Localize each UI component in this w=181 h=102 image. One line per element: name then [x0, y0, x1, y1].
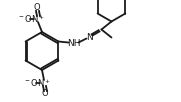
Text: N$^+$: N$^+$ — [37, 77, 51, 89]
Text: $^-$O: $^-$O — [23, 78, 39, 89]
Text: $^-$O: $^-$O — [17, 13, 33, 24]
Text: O: O — [34, 3, 40, 13]
Text: O: O — [42, 89, 48, 99]
Text: N: N — [86, 33, 93, 42]
Text: NH: NH — [67, 39, 80, 48]
Text: N$^+$: N$^+$ — [31, 13, 45, 25]
